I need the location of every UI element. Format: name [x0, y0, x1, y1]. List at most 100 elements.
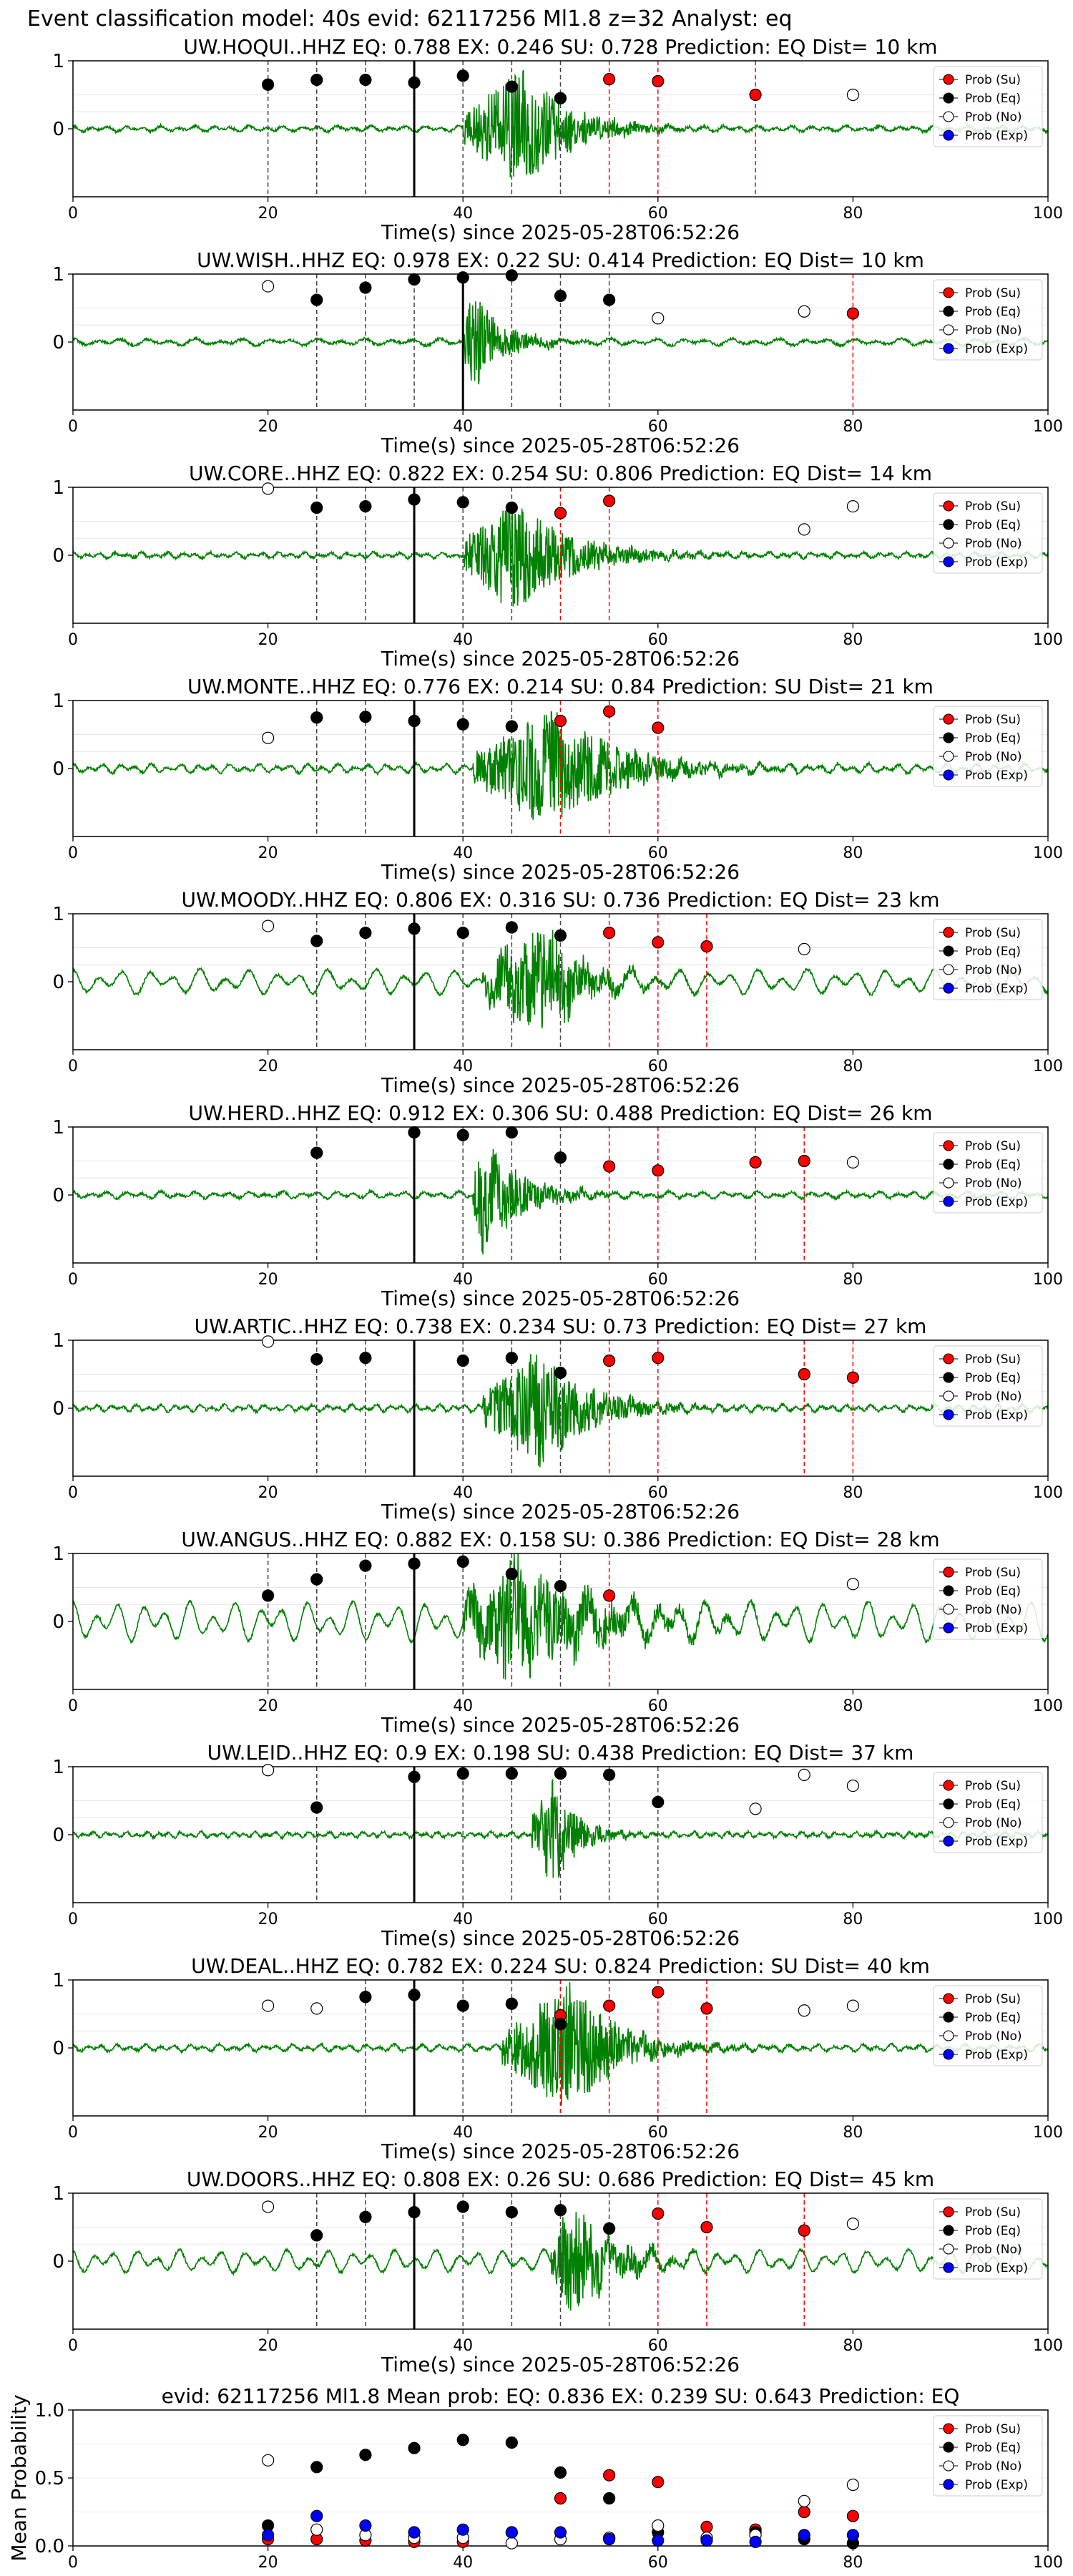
point-exp [603, 2532, 616, 2546]
point-eq [359, 2449, 372, 2462]
point-eq [505, 921, 518, 934]
y-tick-label: 1 [52, 691, 64, 712]
point-eq [554, 1580, 567, 1593]
legend-marker-exp [943, 1835, 954, 1847]
point-eq [310, 1146, 323, 1159]
point-no [798, 2494, 810, 2507]
legend-box [933, 2415, 1043, 2497]
legend-label-exp: Prob (Exp) [965, 555, 1028, 570]
point-eq [408, 1126, 421, 1139]
legend-box [933, 919, 1043, 1000]
point-eq [554, 1151, 567, 1164]
x-tick-label: 20 [258, 1697, 278, 1715]
point-su [603, 1999, 616, 2012]
point-eq [408, 493, 421, 506]
x-tick-label: 80 [843, 418, 863, 436]
legend-label-no: Prob (No) [965, 1603, 1022, 1617]
point-eq [456, 2200, 469, 2213]
point-eq [359, 73, 372, 87]
x-tick-label: 20 [258, 844, 278, 862]
point-eq [505, 1352, 518, 1365]
y-tick-label: 1 [52, 1757, 64, 1778]
legend-marker-exp [943, 1409, 954, 1420]
legend-marker-exp [943, 2049, 954, 2060]
point-eq [359, 711, 372, 723]
legend-marker-eq [943, 1585, 954, 1596]
x-tick-label: 0 [68, 1271, 78, 1289]
point-eq [456, 1767, 469, 1780]
point-su [554, 507, 567, 519]
point-su [603, 2469, 616, 2482]
legend-marker-no [943, 964, 954, 975]
x-tick-label: 80 [843, 2554, 863, 2572]
point-su [798, 1154, 810, 1168]
point-eq [554, 929, 567, 942]
legend-label-eq: Prob (Eq) [965, 945, 1021, 959]
waveform-line [72, 1982, 1049, 2106]
panel-title: UW.MONTE..HHZ EQ: 0.776 EX: 0.214 SU: 0.… [187, 675, 934, 698]
legend-label-eq: Prob (Eq) [965, 2011, 1021, 2025]
x-tick-label: 80 [843, 205, 863, 223]
x-axis-label: Time(s) since 2025-05-28T06:52:26 [381, 1926, 740, 1950]
point-eq [603, 2222, 616, 2235]
x-tick-label: 40 [453, 205, 473, 223]
legend-box [933, 2198, 1043, 2280]
point-eq [505, 80, 518, 93]
y-tick-label: 0 [52, 758, 64, 780]
point-su [700, 2002, 713, 2015]
legend-label-eq: Prob (Eq) [965, 305, 1021, 319]
point-eq [408, 1557, 421, 1570]
panel-title: UW.DOORS..HHZ EQ: 0.808 EX: 0.26 SU: 0.6… [187, 2167, 934, 2191]
point-su [846, 1371, 860, 1384]
point-su [652, 936, 665, 949]
x-tick-label: 20 [258, 205, 278, 223]
x-tick-label: 0 [68, 1058, 78, 1075]
legend-label-no: Prob (No) [965, 1390, 1022, 1404]
point-eq [310, 2229, 323, 2242]
point-exp [846, 2529, 860, 2542]
legend-marker-su [943, 2206, 954, 2218]
legend-marker-eq [943, 1372, 954, 1383]
point-eq [310, 2461, 323, 2474]
legend-marker-su [943, 500, 954, 512]
point-eq [456, 496, 469, 509]
legend-marker-su [943, 1140, 954, 1151]
point-eq [554, 1366, 567, 1380]
legend-label-no: Prob (No) [965, 323, 1022, 338]
point-eq [603, 293, 616, 306]
x-tick-label: 60 [648, 844, 668, 862]
x-tick-label: 80 [843, 1911, 863, 1928]
legend-marker-su [943, 927, 954, 938]
x-tick-label: 100 [1033, 2337, 1063, 2355]
x-tick-label: 40 [453, 1911, 473, 1928]
legend-box [933, 1345, 1043, 1427]
x-axis-label: Time(s) since 2025-05-28T06:52:26 [381, 1287, 740, 1310]
point-no [846, 1578, 860, 1591]
point-eq [310, 935, 323, 947]
legend-label-su: Prob (Su) [965, 1779, 1021, 1793]
point-no [262, 482, 275, 495]
point-eq [310, 293, 323, 306]
legend-marker-eq [943, 732, 954, 743]
legend-marker-exp [943, 1622, 954, 1634]
x-tick-label: 0 [68, 844, 78, 862]
y-tick-label: 1 [52, 1970, 64, 1991]
point-eq [505, 1767, 518, 1780]
x-tick-label: 60 [648, 1271, 668, 1289]
point-eq [359, 499, 372, 513]
panel-title: UW.ARTIC..HHZ EQ: 0.738 EX: 0.234 SU: 0.… [195, 1314, 927, 1338]
x-tick-label: 40 [453, 2554, 473, 2572]
x-tick-label: 100 [1033, 2124, 1063, 2142]
y-tick-label: 0 [52, 1825, 64, 1846]
legend-label-eq: Prob (Eq) [965, 1797, 1021, 1812]
point-eq [359, 926, 372, 940]
point-no [262, 1335, 275, 1348]
legend-marker-eq [943, 306, 954, 317]
y-axis-label: Mean Probability [7, 2394, 31, 2561]
